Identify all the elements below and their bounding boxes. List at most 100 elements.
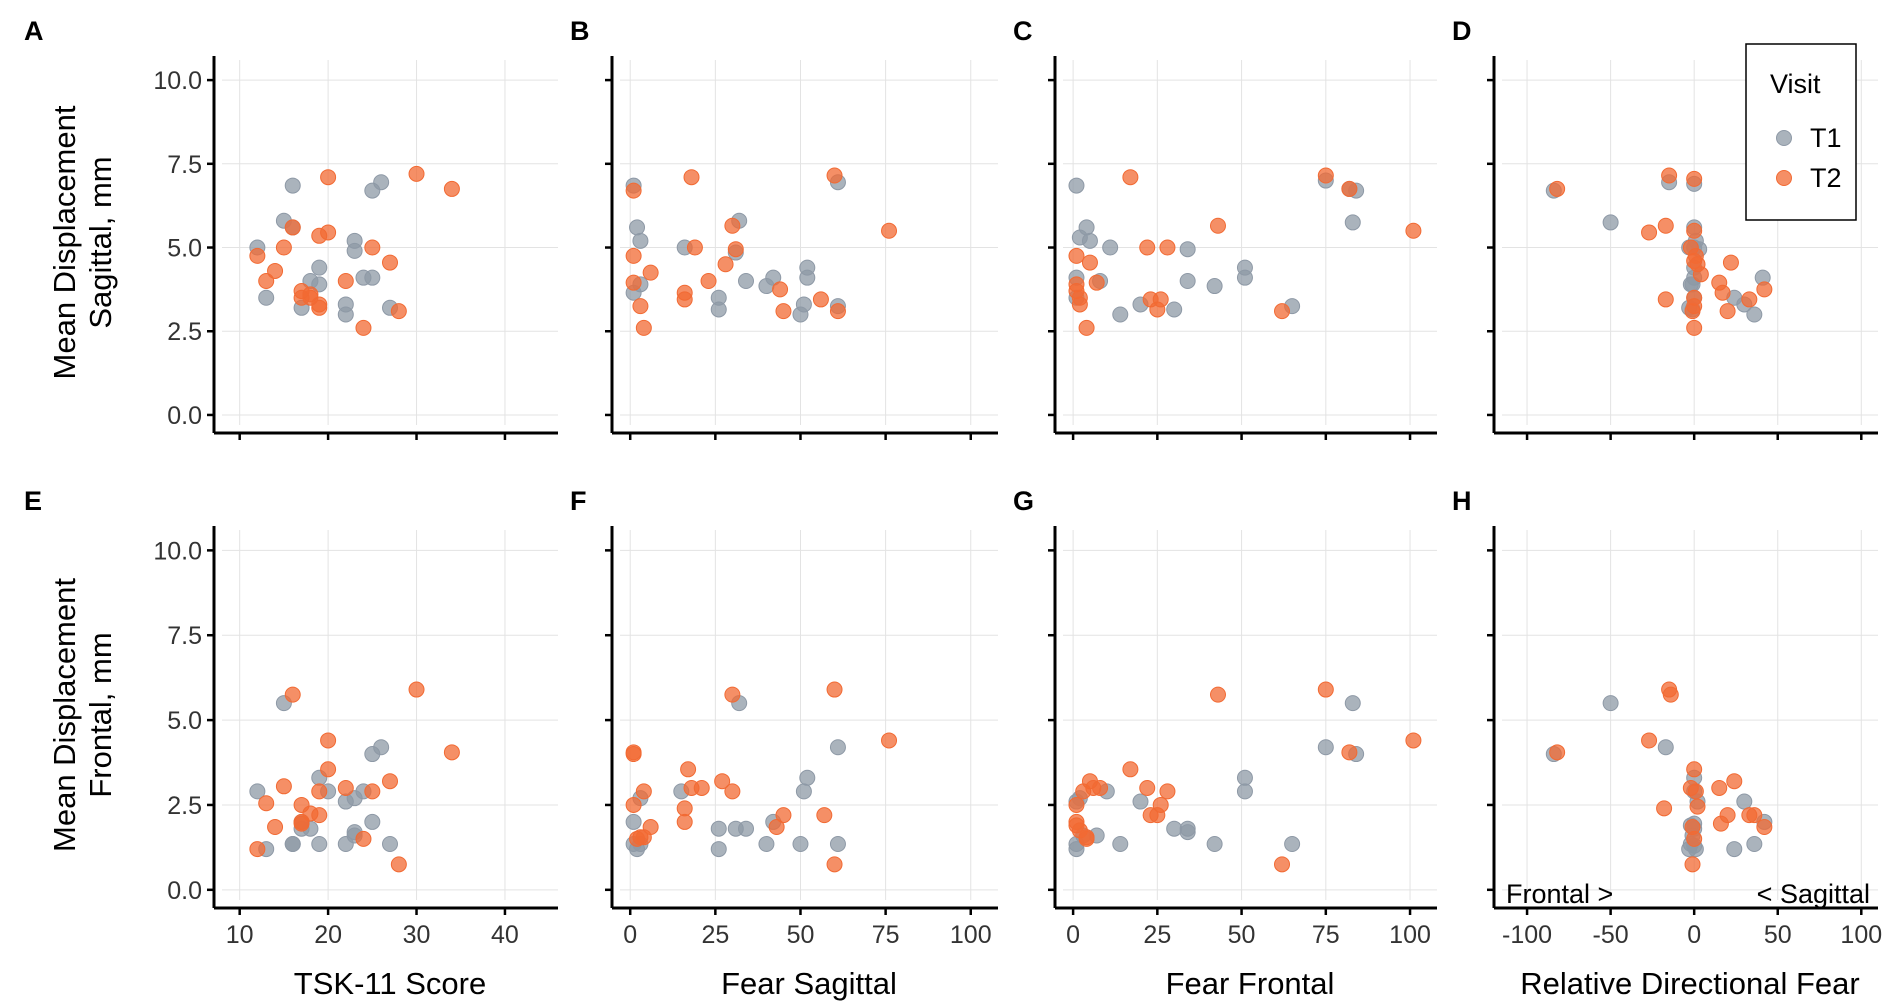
point-t1	[382, 835, 398, 852]
point-t2	[1078, 319, 1095, 336]
y-axis-title-line: Frontal, mm	[83, 632, 118, 797]
point-t1	[765, 269, 782, 286]
x-tick-label: 0	[623, 921, 637, 949]
point-t2	[680, 761, 697, 778]
point-t1	[284, 177, 301, 194]
point-t1	[1112, 835, 1129, 852]
point-t1	[1726, 841, 1743, 858]
legend-label-t1: T1	[1810, 123, 1842, 153]
point-t2	[284, 219, 301, 236]
panel-E: 0.0 2.5 5.0 7.5 10.0 10 20 30 40 E TSK-11 Score Mea…	[24, 486, 558, 1001]
y-axis-title-line: Mean Displacement	[47, 578, 82, 852]
point-t1	[1081, 232, 1098, 249]
x-tick-label: 100	[950, 921, 992, 949]
x-axis-title: Fear Frontal	[1166, 966, 1335, 1001]
point-t1	[792, 835, 809, 852]
point-t2	[1686, 222, 1703, 239]
point-t1	[1657, 739, 1674, 756]
y-tick-label: 5.0	[167, 235, 202, 263]
point-t1	[1132, 793, 1149, 810]
point-t1	[1179, 820, 1196, 837]
point-t1	[1602, 214, 1619, 231]
point-t1	[1746, 306, 1763, 323]
annotation-sagittal: < Sagittal	[1757, 879, 1870, 909]
point-t1	[249, 783, 266, 800]
point-t2	[364, 239, 381, 256]
point-t1	[795, 296, 812, 313]
point-t1	[1166, 301, 1183, 318]
point-t1	[1284, 835, 1301, 852]
x-tick-label: 30	[403, 921, 431, 949]
point-t1	[829, 835, 846, 852]
point-t2	[1746, 807, 1763, 824]
x-axis-title: Fear Sagittal	[721, 966, 897, 1001]
point-t1	[1236, 769, 1253, 786]
point-t1	[284, 835, 301, 852]
point-t1	[337, 306, 354, 323]
legend: Visit T1 T2	[1745, 43, 1857, 221]
panel-C: C	[1013, 16, 1437, 440]
x-tick-label: 50	[1764, 921, 1792, 949]
point-t1	[311, 259, 328, 276]
y-tick-label: 2.5	[167, 792, 202, 820]
point-t1	[632, 232, 649, 249]
point-t2	[1741, 291, 1758, 308]
point-t1	[311, 276, 328, 293]
point-t2	[1641, 732, 1658, 749]
x-tick-label: 100	[1389, 921, 1431, 949]
point-t1	[710, 301, 727, 318]
point-t2	[249, 247, 266, 264]
point-t2	[826, 856, 843, 873]
point-t2	[772, 281, 789, 298]
point-t2	[1139, 239, 1156, 256]
panel-H: -100 -50 0 50 100 H Relative Directional Fear F…	[1452, 486, 1882, 1001]
x-tick-label: 0	[1687, 921, 1701, 949]
point-t2	[632, 298, 649, 315]
point-t2	[635, 783, 652, 800]
point-t2	[275, 239, 292, 256]
x-tick-label: 75	[872, 921, 900, 949]
point-t2	[1714, 284, 1731, 301]
point-t2	[267, 819, 284, 836]
point-t2	[1068, 247, 1085, 264]
point-t2	[1317, 167, 1334, 184]
point-t1	[738, 273, 754, 290]
point-t2	[1159, 783, 1176, 800]
point-t2	[700, 273, 717, 290]
point-t2	[1274, 303, 1291, 320]
y-tick-label: 7.5	[167, 622, 202, 650]
point-t2	[768, 819, 785, 836]
point-t2	[390, 303, 407, 320]
x-tick-label: 10	[226, 921, 254, 949]
point-t2	[1139, 779, 1156, 796]
legend-label-t2: T2	[1810, 163, 1842, 193]
point-t2	[1152, 291, 1169, 308]
point-t1	[710, 820, 727, 837]
point-t2	[337, 779, 354, 796]
point-t2	[443, 180, 460, 197]
point-t2	[724, 686, 741, 703]
point-t2	[1092, 779, 1109, 796]
point-t2	[311, 299, 328, 316]
point-t1	[364, 813, 381, 830]
point-t1	[1317, 739, 1334, 756]
panel-G: 0 25 50 75 100 G Fear Frontal	[1013, 486, 1437, 1001]
point-t2	[1274, 856, 1291, 873]
point-t1	[1068, 841, 1085, 858]
point-t2	[249, 841, 266, 858]
point-t1	[1166, 820, 1183, 837]
point-t2	[1405, 732, 1422, 749]
point-t2	[267, 262, 284, 279]
point-t2	[382, 254, 398, 271]
point-t2	[258, 273, 275, 290]
point-t1	[629, 219, 646, 236]
point-t1	[1112, 306, 1129, 323]
x-tick-label: 20	[314, 921, 342, 949]
point-t2	[727, 241, 744, 258]
point-t2	[284, 686, 301, 703]
point-t1	[1602, 695, 1619, 712]
point-t1	[799, 259, 816, 276]
point-t2	[1317, 681, 1334, 698]
point-t1	[1746, 835, 1763, 852]
point-t2	[1661, 167, 1678, 184]
